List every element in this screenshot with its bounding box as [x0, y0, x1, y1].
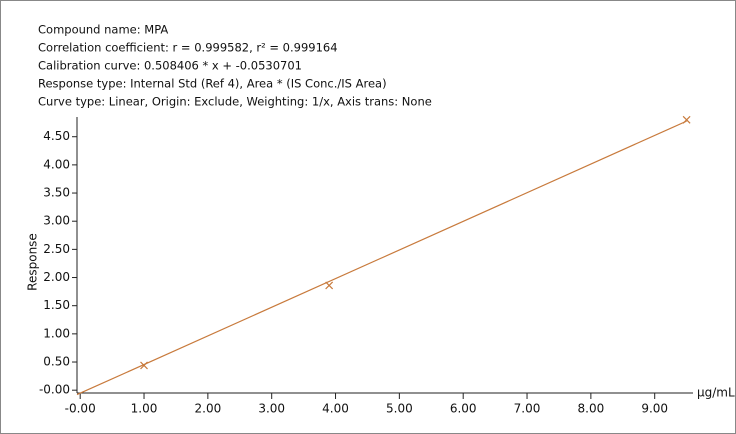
annotation: Compound name: MPA: [38, 23, 168, 37]
y-tick-label: 4.50: [43, 129, 70, 143]
x-tick-label: 4.00: [322, 402, 349, 416]
annotation: Response type: Internal Std (Ref 4), Are…: [38, 77, 387, 91]
y-tick-label: 2.00: [43, 270, 70, 284]
y-tick-label: 3.50: [43, 186, 70, 200]
data-point: [682, 115, 691, 124]
y-tick-label: 0.50: [43, 355, 70, 369]
annotation: Correlation coefficient: r = 0.999582, r…: [38, 41, 338, 55]
x-tick-label: 3.00: [258, 402, 285, 416]
x-tick-label: 8.00: [578, 402, 605, 416]
y-tick-label: 3.00: [43, 214, 70, 228]
data-point: [325, 281, 334, 290]
fit-line: [76, 120, 687, 396]
y-tick-label: 1.50: [43, 298, 70, 312]
annotation: Calibration curve: 0.508406 * x + -0.053…: [38, 59, 302, 73]
y-tick-label: 2.50: [43, 242, 70, 256]
y-axis-label: Response: [26, 233, 40, 291]
annotation: Curve type: Linear, Origin: Exclude, Wei…: [38, 95, 432, 109]
x-tick-label: 2.00: [195, 402, 222, 416]
x-tick-label: 7.00: [514, 402, 541, 416]
data-point: [140, 361, 148, 370]
y-tick-label: 1.00: [43, 326, 70, 340]
x-axis-label: µg/mL: [697, 386, 735, 400]
x-tick-label: 5.00: [386, 402, 413, 416]
y-tick-label: 4.00: [43, 157, 70, 171]
x-tick-label: 1.00: [131, 402, 158, 416]
y-tick-label: -0.00: [39, 383, 70, 397]
x-tick-label: 6.00: [450, 402, 477, 416]
x-tick-label: -0.00: [65, 402, 96, 416]
x-tick-label: 9.00: [641, 402, 668, 416]
